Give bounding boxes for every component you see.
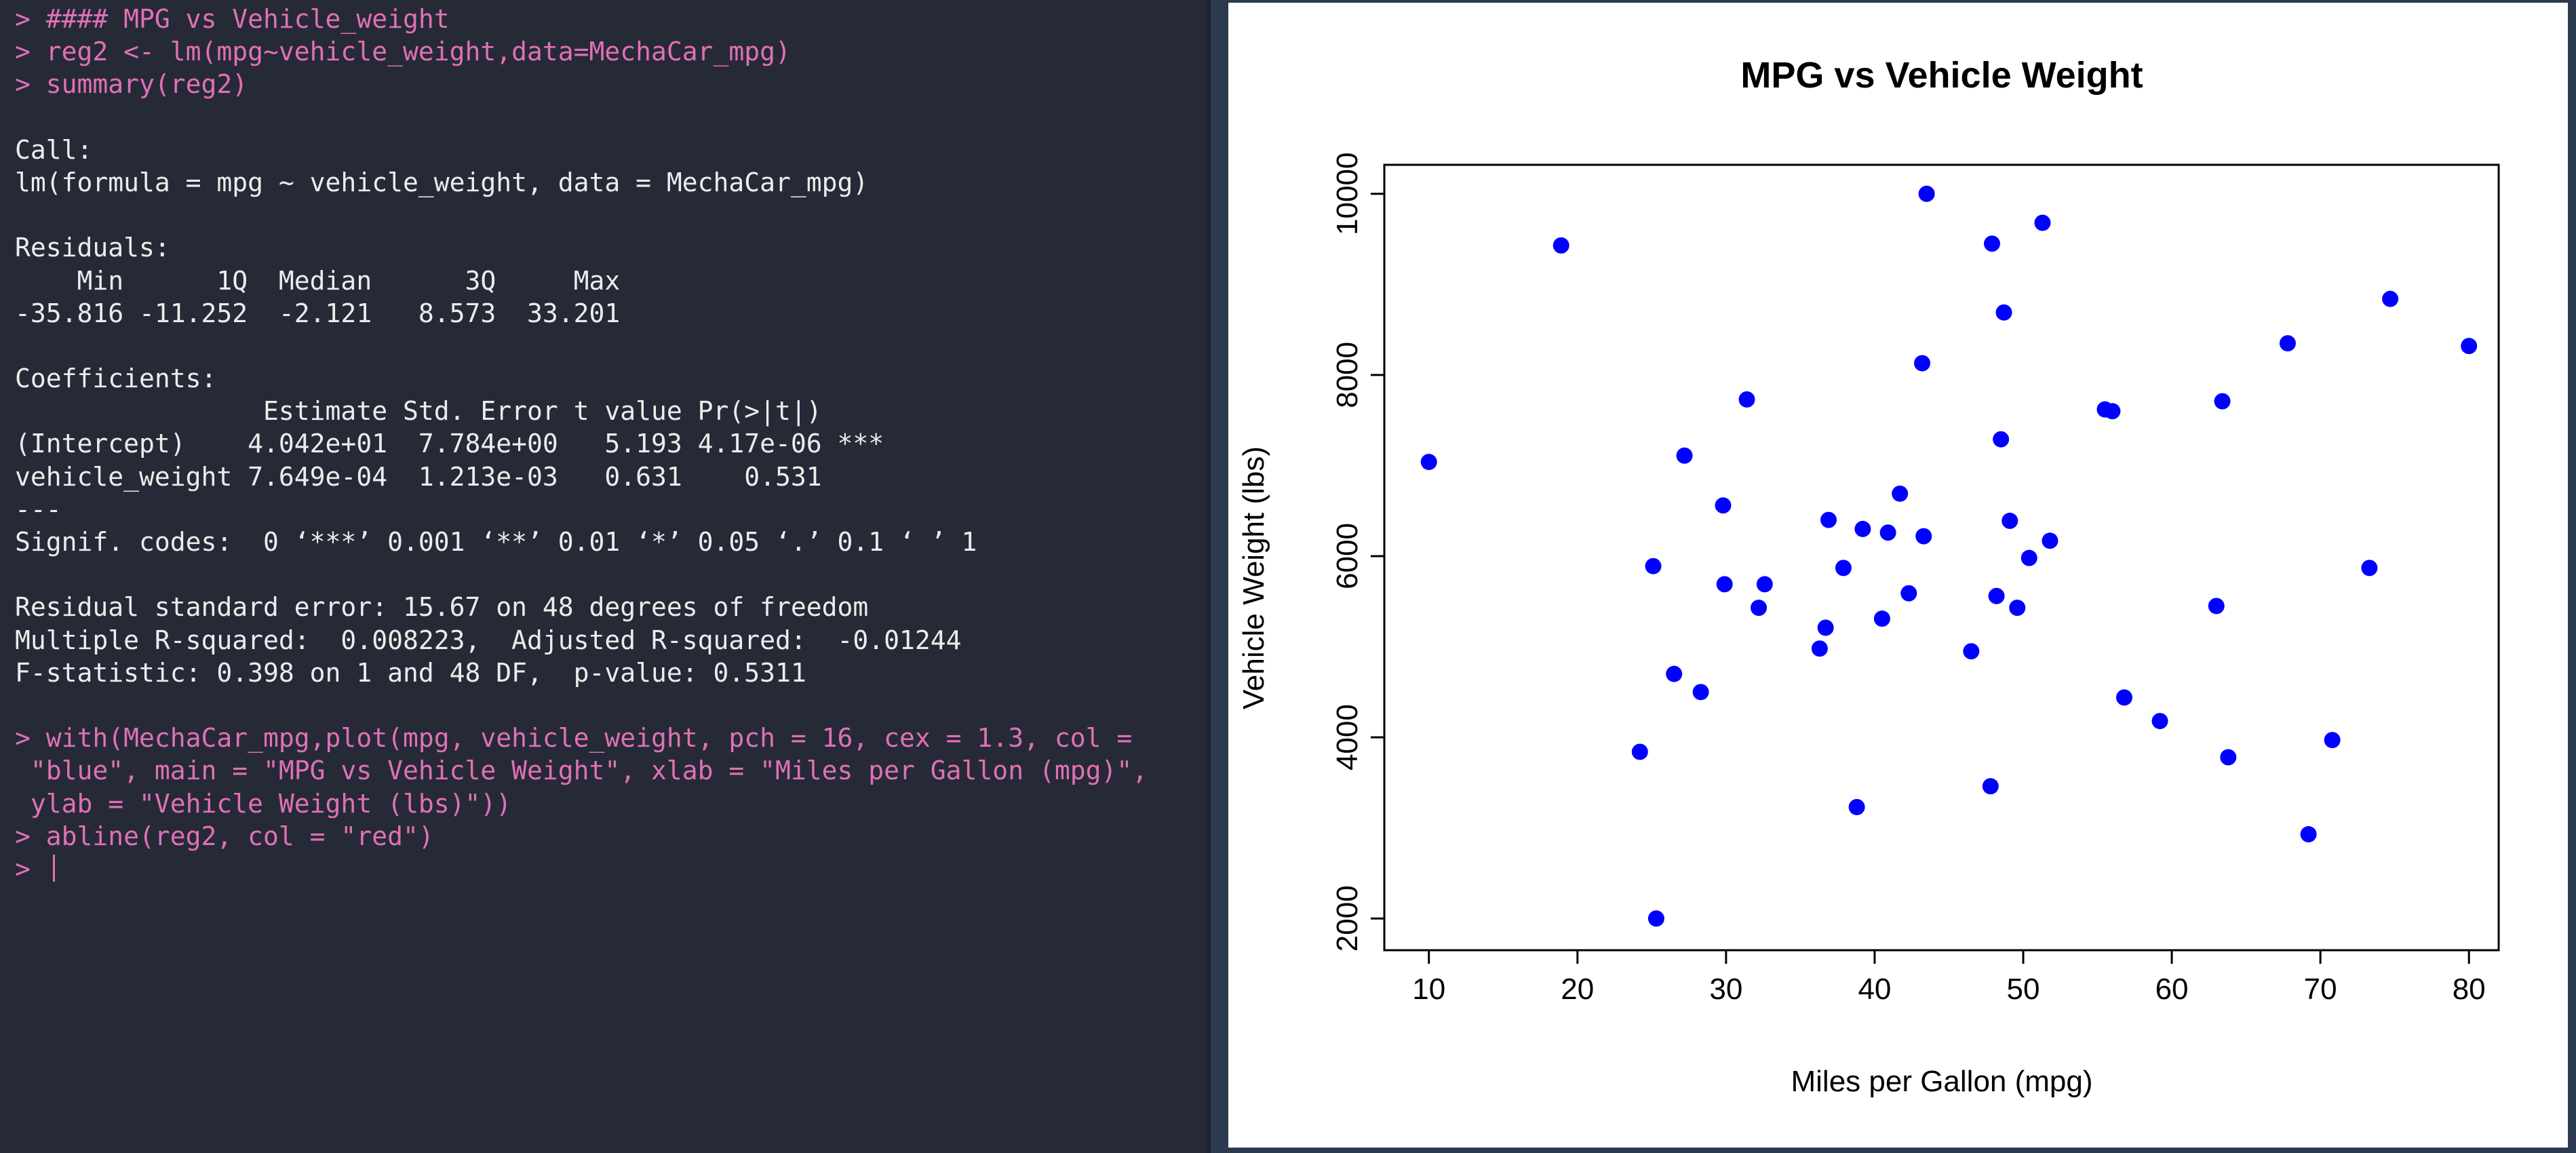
data-point [1995, 304, 2012, 321]
data-point [1751, 600, 1768, 617]
data-point [1983, 235, 2000, 252]
console-command-line: > with(MechaCar_mpg,plot(mpg, vehicle_we… [15, 723, 1133, 754]
data-point [1835, 560, 1852, 576]
data-point [1918, 185, 1935, 202]
console-output-line: lm(formula = mpg ~ vehicle_weight, data … [15, 167, 869, 197]
data-point [2009, 600, 2026, 617]
console-output-line: Coefficients: [15, 364, 217, 394]
data-point [2002, 512, 2018, 529]
data-point [1848, 798, 1865, 815]
console-output-line: Residuals: [15, 233, 170, 263]
data-point [2214, 393, 2231, 410]
console-command-line: > abline(reg2, col = "red") [15, 821, 434, 851]
data-point [2034, 214, 2051, 231]
data-point [2361, 560, 2378, 576]
console-output-line [15, 101, 1207, 134]
data-point [2461, 338, 2478, 355]
console-output-line: vehicle_weight 7.649e-04 1.213e-03 0.631… [15, 461, 884, 492]
data-point [1879, 524, 1896, 541]
data-point [2104, 403, 2121, 420]
data-point [2208, 598, 2225, 614]
data-point [1676, 447, 1693, 464]
console-prompt[interactable]: > [15, 853, 1207, 885]
data-point [1817, 619, 1834, 636]
console-output-line: Min 1Q Median 3Q Max [15, 265, 636, 296]
console-command-line: > reg2 <- lm(mpg~vehicle_weight,data=Mec… [15, 37, 791, 67]
data-point [1420, 454, 1437, 471]
text-cursor [52, 854, 55, 882]
r-console[interactable]: > #### MPG vs Vehicle_weight > reg2 <- lm… [0, 0, 1211, 1153]
x-tick-label: 40 [1858, 973, 1891, 1006]
console-output-line: Residual standard error: 15.67 on 48 deg… [15, 592, 869, 623]
data-point [1963, 643, 1980, 660]
x-tick-label: 30 [1709, 973, 1742, 1006]
data-point [2115, 689, 2132, 706]
data-point [1631, 743, 1648, 760]
data-point [1854, 520, 1871, 537]
data-point [1553, 237, 1569, 254]
data-point [2042, 532, 2058, 549]
console-command-line: > summary(reg2) [15, 69, 248, 100]
x-tick-label: 80 [2453, 973, 2486, 1006]
data-point [1982, 778, 1999, 795]
data-point [1900, 585, 1917, 602]
x-axis-label: Miles per Gallon (mpg) [1791, 1065, 2092, 1098]
y-tick-label: 4000 [1331, 704, 1364, 770]
console-output-line [15, 330, 1207, 362]
console-command-line: > #### MPG vs Vehicle_weight [15, 4, 450, 34]
console-output-line: -35.816 -11.252 -2.121 8.573 33.201 [15, 298, 636, 328]
y-axis-label: Vehicle Weight (lbs) [1237, 446, 1270, 709]
data-point [1738, 391, 1755, 408]
data-point [1915, 528, 1932, 545]
data-point [2220, 749, 2237, 766]
data-point [2279, 335, 2296, 352]
data-point [1914, 355, 1931, 372]
plot-background [1228, 3, 2568, 1148]
data-point [2382, 290, 2399, 307]
prompt-symbol: > [15, 853, 46, 884]
data-point [1873, 610, 1890, 627]
data-point [1820, 511, 1837, 528]
console-output-line: Call: [15, 134, 93, 165]
console-output-line: Estimate Std. Error t value Pr(>|t|) [15, 396, 884, 427]
data-point [1715, 497, 1732, 514]
x-tick-label: 50 [2007, 973, 2040, 1006]
console-output-line: Multiple R-squared: 0.008223, Adjusted R… [15, 625, 977, 655]
data-point [1811, 640, 1828, 657]
data-point [2151, 713, 2168, 730]
data-point [1666, 665, 1683, 682]
data-point [1716, 576, 1733, 593]
y-tick-label: 2000 [1331, 885, 1364, 952]
plot-pane: MPG vs Vehicle Weight Miles per Gallon (… [1217, 0, 2576, 1153]
data-point [1647, 910, 1664, 927]
console-output-line: F-statistic: 0.398 on 1 and 48 DF, p-val… [15, 657, 806, 688]
console-output-line [15, 199, 1207, 231]
scatter-plot: MPG vs Vehicle Weight Miles per Gallon (… [1228, 3, 2568, 1148]
data-point [2300, 826, 2317, 843]
data-point [1645, 558, 1662, 574]
console-output-line [15, 689, 1207, 722]
data-point [1988, 587, 2005, 604]
x-tick-label: 10 [1412, 973, 1445, 1006]
chart-title: MPG vs Vehicle Weight [1740, 55, 2143, 96]
data-point [2021, 549, 2037, 566]
console-output-line: --- [15, 494, 62, 524]
data-point [1993, 431, 2010, 448]
data-point [1756, 576, 1773, 593]
y-tick-label: 8000 [1331, 342, 1364, 408]
data-point [1692, 684, 1709, 701]
y-tick-label: 6000 [1331, 523, 1364, 589]
console-command-line: "blue", main = "MPG vs Vehicle Weight", … [15, 756, 1148, 786]
console-command-line: ylab = "Vehicle Weight (lbs)")) [15, 788, 512, 819]
y-tick-label: 10000 [1331, 153, 1364, 235]
console-output-line: Signif. codes: 0 ‘***’ 0.001 ‘**’ 0.01 ‘… [15, 527, 977, 557]
data-point [2324, 732, 2341, 749]
x-tick-label: 70 [2304, 973, 2337, 1006]
console-output-line [15, 558, 1207, 591]
console-output-line: (Intercept) 4.042e+01 7.784e+00 5.193 4.… [15, 429, 884, 459]
x-tick-label: 20 [1561, 973, 1594, 1006]
data-point [1892, 485, 1909, 502]
x-tick-label: 60 [2155, 973, 2189, 1006]
